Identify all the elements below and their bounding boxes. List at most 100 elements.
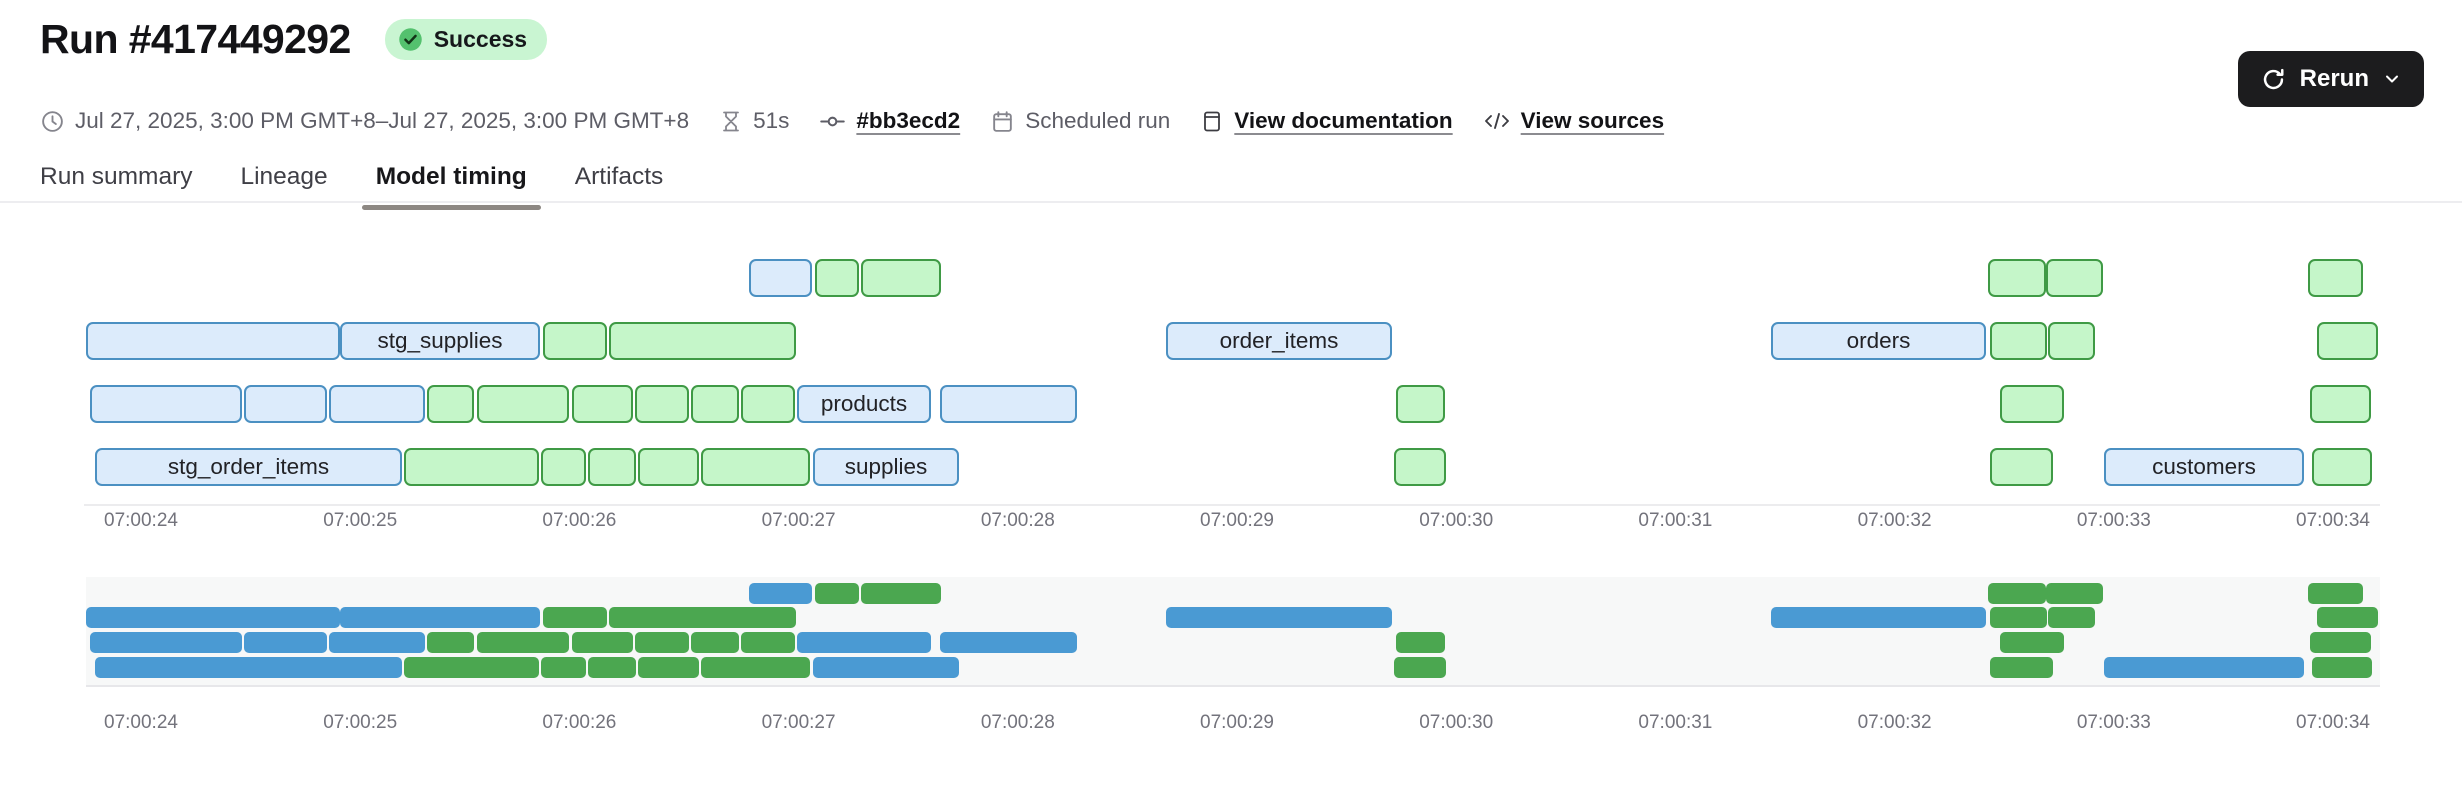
minimap-bar[interactable] [588,657,636,678]
view-sources-link[interactable]: View sources [1483,108,1664,134]
minimap-bar[interactable] [1990,657,2053,678]
tab-bar: Run summary Lineage Model timing Artifac… [40,163,664,210]
gantt-bar[interactable] [1988,259,2046,297]
gantt-bar[interactable] [1394,448,1446,486]
minimap-bar[interactable] [2048,607,2095,628]
gantt-bar[interactable] [541,448,586,486]
minimap-bar[interactable] [90,632,242,653]
gantt-bar[interactable] [861,259,941,297]
minimap-bar[interactable] [1988,583,2046,604]
gantt-bar[interactable] [940,385,1077,423]
gantt-bar[interactable] [741,385,795,423]
axis-label: 07:00:26 [542,712,617,733]
rerun-label: Rerun [2299,65,2369,92]
minimap-bar[interactable] [1166,607,1392,628]
minimap-bar[interactable] [95,657,402,678]
gantt-bar[interactable] [2046,259,2103,297]
minimap-bar[interactable] [813,657,959,678]
tab-model-timing[interactable]: Model timing [361,163,541,210]
minimap-bar[interactable] [691,632,739,653]
gantt-bar[interactable] [2308,259,2363,297]
gantt-bar[interactable] [572,385,633,423]
axis-label: 07:00:30 [1419,510,1494,531]
minimap-bar[interactable] [1771,607,1986,628]
minimap-bar[interactable] [2310,632,2371,653]
minimap-bar[interactable] [340,607,540,628]
status-badge-label: Success [433,26,528,52]
axis-label: 07:00:24 [104,510,178,531]
tab-run-summary[interactable]: Run summary [40,163,193,190]
title-row: Run #417449292 Success [40,16,548,63]
gantt-bar[interactable] [2048,322,2095,360]
minimap-bar[interactable] [638,657,699,678]
minimap-bar[interactable] [2104,657,2304,678]
gantt-bar[interactable]: customers [2104,448,2304,486]
minimap-bar[interactable] [2312,657,2372,678]
gantt-bar[interactable] [1396,385,1445,423]
git-commit-icon [820,116,846,126]
gantt-bar[interactable] [701,448,810,486]
gantt-bar[interactable] [477,385,569,423]
gantt-bar[interactable] [1990,322,2047,360]
chevron-down-icon [2386,75,2398,83]
minimap-bar[interactable] [861,583,941,604]
minimap-bar[interactable] [404,657,539,678]
gantt-bar[interactable]: stg_supplies [340,322,540,360]
minimap-bar[interactable] [815,583,859,604]
tab-artifacts[interactable]: Artifacts [574,163,664,190]
gantt-bar[interactable] [815,259,859,297]
commit-link[interactable]: #bb3ecd2 [819,108,960,135]
minimap-bar[interactable] [609,607,796,628]
gantt-bar[interactable]: orders [1771,322,1986,360]
minimap-bar[interactable] [329,632,425,653]
gantt-bar[interactable] [749,259,812,297]
minimap-bar[interactable] [2046,583,2103,604]
minimap-bar[interactable] [572,632,633,653]
view-documentation-link[interactable]: View documentation [1200,108,1453,134]
minimap-bar[interactable] [2000,632,2064,653]
minimap-bar[interactable] [427,632,474,653]
minimap-bar[interactable] [2308,583,2363,604]
gantt-bar[interactable] [543,322,607,360]
minimap-bar[interactable] [797,632,931,653]
minimap-bar[interactable] [1394,657,1446,678]
gantt-bar[interactable]: supplies [813,448,959,486]
gantt-bar[interactable] [404,448,539,486]
minimap-bar[interactable] [244,632,327,653]
gantt-bar[interactable] [86,322,340,360]
gantt-bar[interactable]: products [797,385,931,423]
axis-label: 07:00:27 [761,712,836,733]
gantt-bar[interactable]: stg_order_items [95,448,402,486]
minimap-bar[interactable] [86,607,340,628]
gantt-bar[interactable]: order_items [1166,322,1392,360]
rerun-button[interactable]: Rerun [2237,51,2424,107]
gantt-bar[interactable] [635,385,689,423]
minimap-bar[interactable] [2317,607,2378,628]
gantt-bar[interactable] [244,385,327,423]
minimap-bar[interactable] [477,632,569,653]
gantt-bar[interactable] [2312,448,2372,486]
minimap-bar[interactable] [541,657,586,678]
gantt-bar[interactable] [609,322,796,360]
minimap-bar[interactable] [701,657,810,678]
minimap-bar[interactable] [940,632,1077,653]
minimap-bar[interactable] [635,632,689,653]
gantt-bar[interactable] [329,385,425,423]
minimap-bar[interactable] [741,632,795,653]
tab-lineage[interactable]: Lineage [240,163,328,190]
gantt-bar[interactable] [2000,385,2064,423]
axis-label: 07:00:32 [1857,712,1932,733]
gantt-bar[interactable] [1990,448,2053,486]
gantt-bar[interactable] [2310,385,2371,423]
gantt-bar[interactable] [2317,322,2378,360]
minimap-bar[interactable] [543,607,607,628]
gantt-bar[interactable] [691,385,739,423]
gantt-bar[interactable] [427,385,474,423]
minimap-bar[interactable] [1990,607,2047,628]
gantt-bar[interactable] [588,448,636,486]
minimap-bar[interactable] [1396,632,1445,653]
gantt-bar[interactable] [90,385,242,423]
axis-label: 07:00:29 [1200,510,1274,531]
minimap-bar[interactable] [749,583,812,604]
gantt-bar[interactable] [638,448,699,486]
